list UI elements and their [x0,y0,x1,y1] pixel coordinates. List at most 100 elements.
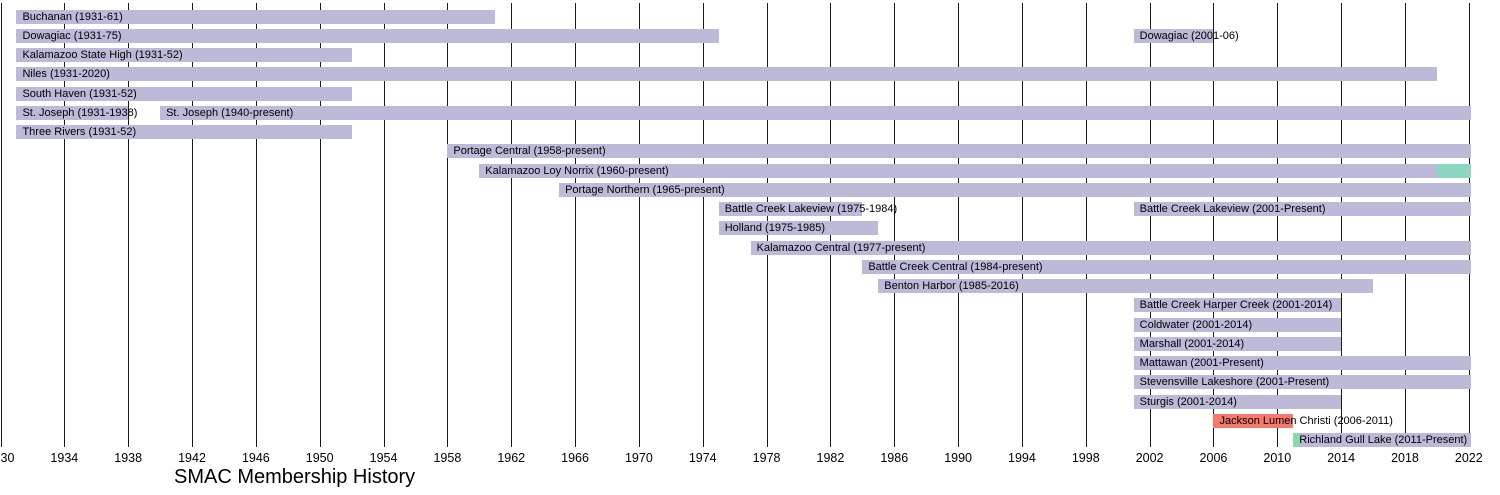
bar-label: Battle Creek Lakeview (1975-1984) [724,203,898,215]
x-axis-tick-label: 1930 [0,451,15,465]
bar-label: Jackson Lumen Christi (2006-2011) [1219,414,1393,427]
grid-line [1404,3,1406,447]
timeline-bar: Mattawan (2001-Present) [1133,356,1472,370]
grid-line [447,3,449,447]
bar-label: Portage Northern (1965-present) [565,183,725,196]
timeline-bar: Battle Creek Central (1984-present) [862,259,1472,274]
grid-line [1085,3,1087,447]
grid-line [575,3,577,447]
timeline-bar: St. Joseph (1931-1938) [16,105,137,120]
bar-label: St. Joseph (1931-1938) [22,106,138,119]
timeline-bar: Battle Creek Harper Creek (2001-2014) [1133,298,1342,313]
plot-area: Buchanan (1931-61) Dowagiac (1931-75) Dowa… [0,3,1472,447]
x-axis-tick-label: 1998 [1071,451,1100,465]
x-axis-tick-label: 2002 [1135,451,1164,465]
x-axis-tick-label: 2018 [1391,451,1419,465]
grid-line [64,3,66,447]
timeline-bar: Holland (1975-1985) [718,221,879,236]
bar-highlight-segment [1293,433,1301,447]
timeline-bar: Benton Harbor (1985-2016) [878,279,1374,293]
x-axis-tick-label: 1938 [114,451,143,465]
bar-label: Holland (1975-1985) [724,222,825,235]
grid-line [128,3,130,447]
bar-label: Battle Creek Central (1984-present) [868,260,1043,273]
x-axis-tick-label: 1994 [1008,451,1036,465]
grid-line [1277,3,1279,447]
grid-line [1213,3,1215,447]
x-axis-tick-label: 1974 [688,451,717,465]
bar-label: South Haven (1931-52) [22,87,137,100]
x-axis-tick-label: 1934 [50,451,79,465]
x-axis-tick-label: 1990 [944,451,972,465]
timeline-bar: Portage Northern (1965-present) [559,182,1472,197]
grid-line [894,3,896,447]
bar-label: Dowagiac (1931-75) [22,29,122,42]
grid-line [1149,3,1151,447]
grid-line [511,3,513,447]
bar-label: Dowagiac (2001-06) [1139,29,1239,42]
timeline-bar: Battle Creek Lakeview (1975-1984) [718,202,897,216]
x-axis-tick-label: 1978 [752,451,781,465]
x-axis-tick-label: 2010 [1263,451,1292,465]
bar-label: Kalamazoo Loy Norrix (1960-present) [485,164,669,177]
bar-label: Stevensville Lakeshore (2001-Present) [1139,376,1330,389]
bar-label: Three Rivers (1931-52) [22,126,137,138]
grid-line [1341,3,1343,447]
timeline-bar: Three Rivers (1931-52) [16,125,352,139]
x-axis-tick-label: 1982 [816,451,845,465]
bar-label: Kalamazoo State High (1931-52) [22,49,183,61]
grid-line [1021,3,1023,447]
bar-label: Marshall (2001-2014) [1139,337,1245,350]
bar-label: St. Joseph (1940-present) [166,106,294,119]
x-axis-tick-label: 2006 [1199,451,1228,465]
timeline-bar: Dowagiac (2001-06) [1133,28,1239,43]
grid-line [702,3,704,447]
timeline-bar: Stevensville Lakeshore (2001-Present) [1133,375,1472,390]
bar-label: Niles (1931-2020) [22,68,110,81]
timeline-bar: St. Joseph (1940-present) [160,105,1472,120]
timeline-bar: South Haven (1931-52) [16,86,352,101]
bar-label: Mattawan (2001-Present) [1139,357,1264,369]
grid-line [383,3,385,447]
timeline-bar: Kalamazoo State High (1931-52) [16,48,352,62]
bar-label: Buchanan (1931-61) [22,10,123,23]
timeline-bar: Coldwater (2001-2014) [1133,317,1342,332]
grid-line [638,3,640,447]
bar-label: Battle Creek Harper Creek (2001-2014) [1139,299,1333,312]
timeline-bar: Richland Gull Lake (2011-Present) [1293,433,1472,447]
bar-label: Sturgis (2001-2014) [1139,395,1237,408]
x-axis-tick-label: 1946 [241,451,270,465]
timeline-bar: Kalamazoo Loy Norrix (1960-present) [479,163,1472,178]
x-axis-tick-label: 1954 [369,451,398,465]
timeline-bar: Niles (1931-2020) [16,67,1437,82]
timeline-bar: Battle Creek Lakeview (2001-Present) [1133,202,1472,216]
x-axis-tick-label: 1962 [497,451,526,465]
bar-label: Battle Creek Lakeview (2001-Present) [1139,203,1326,215]
x-axis-tick-label: 1966 [561,451,589,465]
timeline-bar: Buchanan (1931-61) [16,9,496,24]
timeline-bar: Dowagiac (1931-75) [16,28,719,43]
x-axis-tick-label: 1942 [178,451,206,465]
timeline-bar: Sturgis (2001-2014) [1133,394,1342,409]
timeline-bar: Jackson Lumen Christi (2006-2011) [1213,413,1393,428]
timeline-bar: Marshall (2001-2014) [1133,336,1342,351]
x-axis-tick-label: 1986 [880,451,909,465]
x-axis-tick-label: 2014 [1327,451,1356,465]
bar-label: Richland Gull Lake (2011-Present) [1299,434,1468,446]
grid-line [255,3,257,447]
x-axis-tick-label: 1950 [305,451,334,465]
grid-line [319,3,321,447]
x-axis-tick-label: 1958 [433,451,462,465]
timeline-bar: Kalamazoo Central (1977-present) [750,240,1472,255]
bar-highlight-segment [1436,163,1472,178]
grid-line [0,3,2,447]
bar-label: Portage Central (1958-present) [453,145,606,158]
timeline-bar: Portage Central (1958-present) [447,144,1472,159]
bar-label: Benton Harbor (1985-2016) [884,280,1019,292]
bar-label: Coldwater (2001-2014) [1139,318,1253,331]
x-axis-tick-label: 2022 [1454,451,1483,465]
grid-line [1468,3,1470,447]
x-axis-tick-label: 1970 [624,451,653,465]
bar-label: Kalamazoo Central (1977-present) [756,241,926,254]
